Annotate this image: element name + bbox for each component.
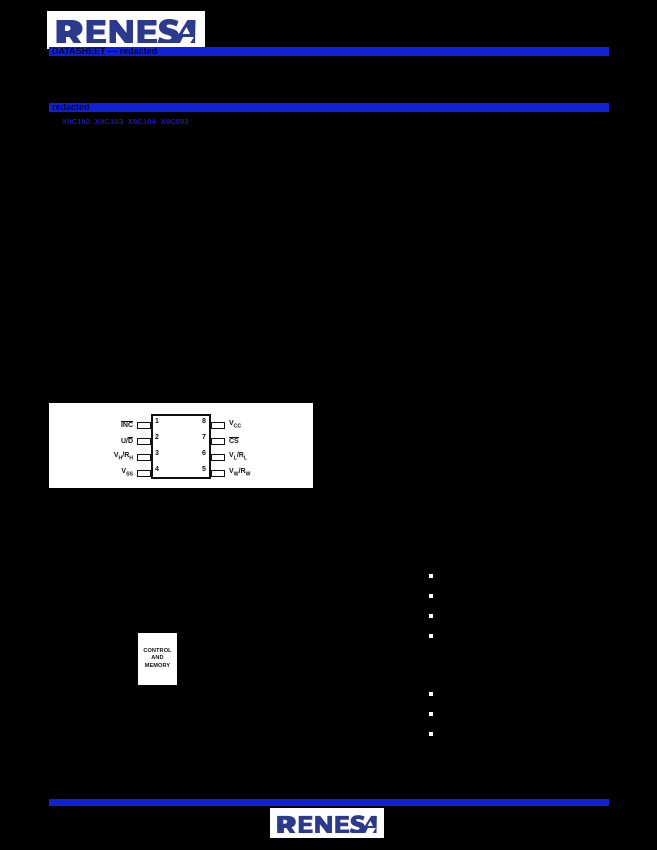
pin-number-2: 2 (155, 434, 159, 441)
pin-number-3: 3 (155, 450, 159, 457)
part-number-list: X9C102 X9C103 X9C104 X9C503 (62, 118, 189, 126)
chip-outline (151, 414, 211, 479)
pin-lead-1 (137, 421, 151, 429)
pin-row-8: VCC (211, 418, 314, 432)
pin-lead-4 (137, 469, 151, 477)
document-title: DATASHEET — redacted (52, 46, 158, 56)
pin-label-vl-rl: VL/RL (229, 452, 248, 462)
pin-label-cs: CS (229, 437, 239, 445)
header-rule-top (49, 47, 609, 56)
list-item (429, 709, 440, 716)
pin-lead-8 (211, 421, 225, 429)
footer-rule (49, 799, 609, 806)
pin-configuration-panel: INC U/D VH/RH VSS VCC CS (49, 403, 313, 488)
renesas-logo-header (47, 11, 205, 49)
pin-label-vss: VSS (121, 468, 133, 478)
control-block-line-2: AND (151, 655, 164, 662)
pin-row-1: INC (50, 418, 151, 432)
pin-row-2: U/D (50, 434, 151, 448)
pin-lead-6 (211, 453, 225, 461)
list-item (429, 611, 440, 618)
pin-lead-2 (137, 437, 151, 445)
control-block-line-3: MEMORY (144, 662, 171, 669)
pin-number-1: 1 (155, 418, 159, 425)
pin-label-vh-rh: VH/RH (113, 452, 133, 462)
description-column-right (345, 146, 609, 391)
bullet-square-icon (429, 594, 433, 598)
list-item (429, 689, 440, 696)
pin-lead-3 (137, 453, 151, 461)
list-item (429, 591, 440, 598)
list-item (429, 729, 440, 736)
pin-row-7: CS (211, 434, 314, 448)
list-item (429, 631, 440, 638)
pin-row-3: VH/RH (50, 450, 151, 464)
pin-number-6: 6 (202, 450, 206, 457)
pin-number-4: 4 (155, 466, 159, 473)
pin-row-6: VL/RL (211, 450, 314, 464)
bullet-square-icon (429, 634, 433, 638)
pin-lead-5 (211, 469, 225, 477)
pin-label-vcc: VCC (229, 420, 242, 430)
header-rule-features (49, 103, 609, 112)
block-diagram-caption-column (49, 500, 379, 750)
features-heading: redacted (52, 102, 90, 112)
page-footnote (49, 758, 609, 792)
bullet-square-icon (429, 574, 433, 578)
pin-lead-7 (211, 437, 225, 445)
bullet-square-icon (429, 732, 433, 736)
bullet-square-icon (429, 712, 433, 716)
renesas-logo-footer (270, 808, 384, 838)
control-and-memory-block: CONTROL AND MEMORY (138, 633, 177, 685)
bullet-square-icon (429, 692, 433, 696)
pin-label-up-down: U/D (120, 437, 133, 445)
list-item (429, 571, 440, 578)
pin-number-7: 7 (202, 434, 206, 441)
renesas-wordmark-icon (277, 815, 377, 833)
bullet-square-icon (429, 614, 433, 618)
control-block-line-1: CONTROL (143, 647, 172, 654)
pin-number-8: 8 (202, 418, 206, 425)
renesas-wordmark-icon (56, 19, 196, 43)
pin-label-vw-rw: VW/RW (229, 468, 251, 478)
pin-row-5: VW/RW (211, 466, 314, 480)
pin-number-5: 5 (202, 466, 206, 473)
pin-row-4: VSS (50, 466, 151, 480)
pin-label-inc: INC (120, 421, 133, 429)
description-column-left (49, 146, 329, 391)
